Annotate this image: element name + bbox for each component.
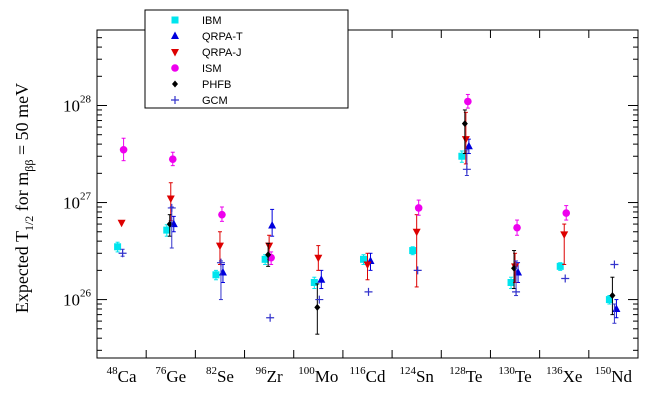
- data-point: [556, 262, 564, 270]
- data-point: [268, 220, 277, 229]
- data-point: [461, 136, 470, 144]
- data-point: [560, 231, 569, 239]
- data-point: [364, 287, 373, 296]
- y-tick-label: 1028: [63, 94, 92, 116]
- legend: IBM QRPA-T QRPA-J ISM PHFB GCM: [144, 9, 349, 109]
- y-tick-label: 1026: [63, 288, 92, 310]
- legend-marker: [171, 49, 179, 57]
- legend-label: ISM: [202, 63, 222, 75]
- data-point: [261, 255, 269, 263]
- data-point: [314, 254, 323, 263]
- legend-label: IBM: [202, 15, 222, 27]
- x-tick-label: 136Xe: [546, 365, 582, 386]
- data-point: [562, 209, 571, 217]
- legend-box: [144, 9, 349, 109]
- legend-marker: [171, 31, 179, 39]
- data-point: [363, 261, 372, 269]
- legend-label: GCM: [202, 95, 228, 107]
- series-gcm: [118, 149, 619, 324]
- data-point: [212, 271, 220, 279]
- data-point: [609, 292, 616, 300]
- x-tick-label: 150Nd: [595, 365, 633, 386]
- legend-label: QRPA-T: [202, 31, 243, 43]
- data-point: [166, 195, 175, 204]
- x-tick-label: 48Ca: [107, 365, 137, 386]
- x-tick-label: 100Mo: [298, 365, 338, 386]
- legend-marker: [171, 16, 179, 24]
- data-point: [315, 295, 324, 304]
- data-point: [266, 313, 275, 322]
- plot-area: [96, 29, 639, 359]
- plot-frame: [96, 29, 639, 359]
- data-point: [458, 152, 466, 160]
- data-point: [265, 251, 272, 259]
- data-point: [314, 303, 321, 311]
- data-point: [265, 242, 274, 251]
- data-point: [114, 243, 122, 251]
- data-point: [360, 255, 367, 263]
- data-point: [215, 242, 224, 251]
- legend-label: QRPA-J: [202, 47, 242, 59]
- data-point: [119, 145, 128, 154]
- data-point: [462, 165, 471, 174]
- data-point: [168, 155, 177, 163]
- data-point: [412, 228, 421, 237]
- legend-label: PHFB: [202, 79, 231, 91]
- x-tick-label: 116Cd: [350, 365, 386, 386]
- data-point: [461, 120, 468, 128]
- data-point: [163, 226, 171, 234]
- axes: 1026 1027 1028 48Ca 76Ge 82Se 96Zr 100Mo 116Cd 12…: [63, 29, 638, 386]
- data-point: [409, 247, 417, 255]
- data-point: [167, 203, 176, 212]
- data-point: [605, 296, 613, 304]
- data-point: [561, 274, 570, 283]
- y-axis-label: Expected T1/2 for mββ = 50 meV: [12, 83, 36, 313]
- data-point: [513, 223, 521, 232]
- x-tick-label: 96Zr: [256, 365, 283, 386]
- data-point: [413, 266, 422, 275]
- data-marks: [114, 93, 621, 335]
- series-ibm: [114, 150, 613, 305]
- legend-marker: [172, 80, 178, 88]
- data-point: [117, 219, 126, 228]
- data-point: [610, 260, 619, 269]
- data-point: [512, 287, 521, 296]
- data-point: [216, 258, 225, 267]
- data-point: [310, 278, 318, 286]
- data-point: [118, 249, 127, 258]
- x-tick-label: 82Se: [206, 365, 234, 386]
- data-point: [464, 141, 473, 150]
- data-point: [218, 210, 226, 219]
- legend-marker: [171, 96, 179, 104]
- data-point: [414, 204, 423, 212]
- data-point: [507, 278, 515, 286]
- x-tick-label: 128Te: [449, 365, 482, 386]
- x-tick-label: 76Ge: [155, 365, 186, 386]
- x-tick-label: 124Sn: [399, 365, 434, 386]
- legend-marker: [171, 64, 179, 72]
- data-point: [464, 97, 472, 106]
- y-tick-label: 1027: [63, 191, 92, 213]
- x-tick-label: 130Te: [498, 365, 531, 386]
- data-point: [317, 275, 326, 283]
